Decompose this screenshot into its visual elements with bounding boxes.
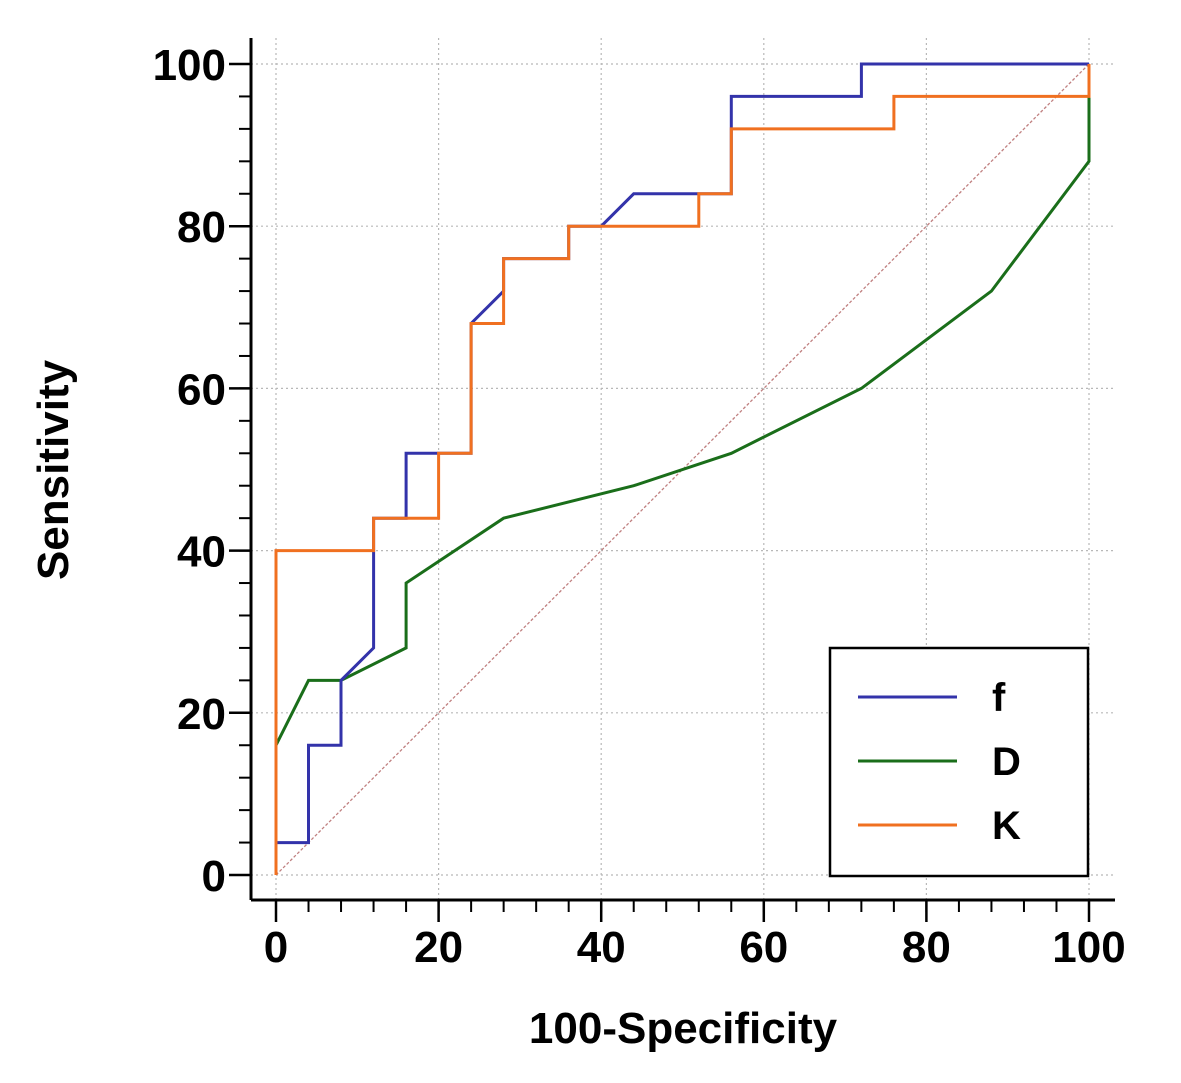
- x-tick-label-20: 20: [414, 923, 463, 972]
- y-tick-label-100: 100: [153, 41, 226, 90]
- y-tick-label-60: 60: [177, 365, 226, 414]
- x-tick-label-0: 0: [264, 923, 288, 972]
- x-tick-label-40: 40: [577, 923, 626, 972]
- axes: 0 20 40 60 80 100 0 20 40 60 80 100: [153, 38, 1126, 972]
- y-tick-label-80: 80: [177, 203, 226, 252]
- legend-label-K: K: [992, 804, 1021, 848]
- series-line-K: [274, 64, 1091, 875]
- x-tick-label-60: 60: [739, 923, 788, 972]
- y-axis-title: Sensitivity: [29, 359, 78, 580]
- legend-label-D: D: [992, 740, 1021, 784]
- x-tick-label-100: 100: [1052, 923, 1125, 972]
- legend-label-f: f: [992, 676, 1006, 720]
- y-tick-label-0: 0: [202, 852, 226, 901]
- series-line-reference: [275, 63, 1090, 876]
- x-axis-title: 100-Specificity: [529, 1004, 838, 1053]
- legend: fDK: [828, 646, 1090, 878]
- y-tick-label-20: 20: [177, 690, 226, 739]
- series-line-D: [274, 64, 1091, 875]
- series-layer: [274, 62, 1091, 876]
- y-tick-label-40: 40: [177, 528, 226, 577]
- x-tick-label-80: 80: [902, 923, 951, 972]
